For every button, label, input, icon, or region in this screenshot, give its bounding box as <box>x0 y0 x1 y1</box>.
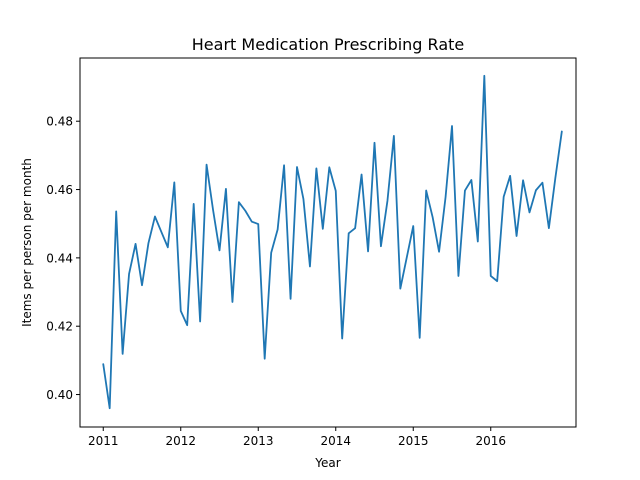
x-axis: 2011 2012 2013 2014 2015 2016 <box>88 427 506 448</box>
y-tick-label: 0.46 <box>46 183 73 197</box>
x-tick-label: 2015 <box>398 434 429 448</box>
x-axis-label: Year <box>314 456 340 470</box>
y-axis: 0.40 0.42 0.44 0.46 0.48 <box>46 115 80 402</box>
y-tick-label: 0.44 <box>46 251 73 265</box>
x-tick-label: 2013 <box>243 434 274 448</box>
y-tick-label: 0.42 <box>46 320 73 334</box>
y-axis-label: Items per person per month <box>20 158 34 327</box>
series-line <box>102 74 563 410</box>
plot-frame <box>79 57 577 428</box>
x-tick-label: 2012 <box>165 434 196 448</box>
plot-area <box>102 74 563 410</box>
x-tick-label: 2014 <box>320 434 351 448</box>
x-tick-label: 2016 <box>475 434 506 448</box>
y-tick-label: 0.40 <box>46 388 73 402</box>
x-tick-label: 2011 <box>88 434 119 448</box>
y-tick-label: 0.48 <box>46 115 73 129</box>
chart-title: Heart Medication Prescribing Rate <box>192 35 464 54</box>
